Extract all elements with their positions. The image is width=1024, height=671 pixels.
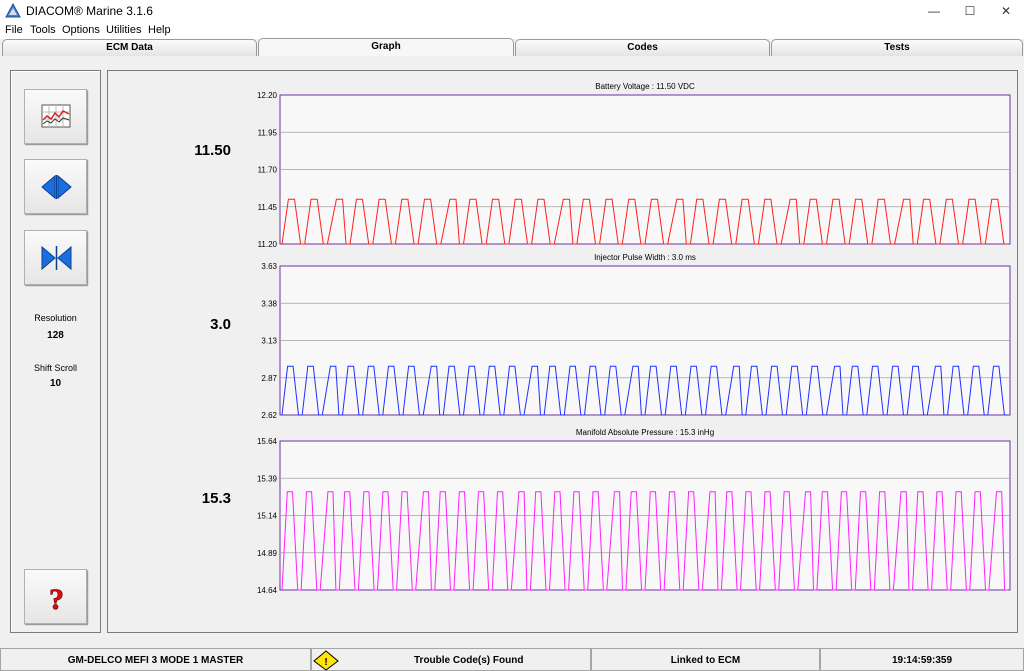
diacom-app-icon (5, 3, 21, 18)
svg-text:?: ? (49, 583, 64, 616)
graph-settings-button[interactable] (24, 89, 87, 144)
title-bar: DIACOM® Marine 3.1.6 — ☐ ✕ (0, 0, 1024, 22)
injector-pulse-width-value: 3.0 (210, 316, 231, 333)
manifold-pressure-value: 15.3 (201, 490, 231, 507)
manifold-pressure-series-line (281, 491, 1008, 591)
shift-scroll-label: Shift Scroll (33, 363, 77, 373)
battery-voltage-tick-label: 12.20 (257, 91, 278, 100)
menu-file[interactable]: File (5, 24, 23, 36)
expand-view-button[interactable] (24, 159, 87, 214)
resolution-label: Resolution (34, 313, 77, 323)
ecm-type-status: GM-DELCO MEFI 3 MODE 1 MASTER (0, 648, 311, 671)
battery-voltage-tick-label: 11.95 (258, 128, 278, 137)
graph-controls-panel: Resolution 128 Shift Scroll 10 ? (10, 70, 101, 633)
tab-codes[interactable]: Codes (515, 39, 770, 56)
menu-utilities[interactable]: Utilities (106, 24, 142, 36)
injector-pulse-width-tick-label: 2.62 (261, 411, 277, 420)
menu-bar: File Tools Options Utilities Help (0, 22, 1024, 39)
help-button[interactable]: ? (24, 569, 87, 624)
manifold-pressure-title: Manifold Absolute Pressure : 15.3 inHg (576, 428, 714, 437)
injector-pulse-width-series-line (281, 365, 1008, 416)
window-title: DIACOM® Marine 3.1.6 (26, 4, 153, 18)
close-button[interactable]: ✕ (1000, 4, 1012, 18)
manifold-pressure-tick-label: 15.14 (257, 512, 278, 521)
battery-voltage-title: Battery Voltage : 11.50 VDC (595, 82, 695, 91)
tab-ecm-data[interactable]: ECM Data (2, 39, 257, 56)
battery-voltage-series-line (281, 198, 1008, 245)
question-mark-icon: ? (49, 583, 65, 617)
resolution-value: 128 (47, 330, 64, 341)
shift-scroll-value: 10 (49, 378, 62, 389)
warning-triangle-icon: ! (313, 650, 339, 671)
status-bar: GM-DELCO MEFI 3 MODE 1 MASTER ! Trouble … (0, 648, 1024, 671)
svg-text:!: ! (324, 657, 327, 668)
tab-graph[interactable]: Graph (258, 38, 514, 56)
tab-strip: ECM Data Graph Codes Tests (0, 38, 1024, 56)
battery-voltage-value: 11.50 (194, 142, 231, 159)
injector-pulse-width-title: Injector Pulse Width : 3.0 ms (594, 253, 696, 262)
menu-help[interactable]: Help (148, 24, 171, 36)
ecm-link-status: Linked to ECM (591, 648, 820, 671)
trouble-codes-text: Trouble Code(s) Found (414, 655, 524, 666)
minimize-button[interactable]: — (928, 4, 940, 18)
manifold-pressure-tick-label: 14.64 (257, 586, 278, 595)
clock-status: 19:14:59:359 (820, 648, 1024, 671)
manifold-pressure-tick-label: 15.64 (257, 437, 278, 446)
expand-arrows-icon (41, 174, 72, 200)
injector-pulse-width-tick-label: 3.63 (261, 262, 277, 271)
maximize-button[interactable]: ☐ (964, 4, 976, 18)
graphs-panel: Battery Voltage : 11.50 VDC 12.20 11.95 11.… (107, 70, 1018, 633)
manifold-pressure-tick-label: 15.39 (257, 474, 278, 483)
injector-pulse-width-tick-label: 3.38 (261, 299, 277, 308)
injector-pulse-width-tick-label: 3.13 (261, 337, 277, 346)
battery-voltage-tick-label: 11.70 (258, 166, 278, 175)
manifold-pressure-tick-label: 14.89 (257, 549, 278, 558)
injector-pulse-width-tick-label: 2.87 (261, 374, 277, 383)
menu-options[interactable]: Options (62, 24, 100, 36)
graph-chart-icon (41, 104, 71, 128)
compress-arrows-icon (41, 245, 72, 271)
compress-view-button[interactable] (24, 230, 87, 285)
trouble-codes-status[interactable]: ! Trouble Code(s) Found (311, 648, 591, 671)
battery-voltage-tick-label: 11.45 (258, 203, 278, 212)
menu-tools[interactable]: Tools (30, 24, 56, 36)
tab-tests[interactable]: Tests (771, 39, 1023, 56)
battery-voltage-tick-label: 11.20 (258, 240, 278, 249)
graphs-canvas: Battery Voltage : 11.50 VDC 12.20 11.95 11.… (257, 82, 1011, 595)
